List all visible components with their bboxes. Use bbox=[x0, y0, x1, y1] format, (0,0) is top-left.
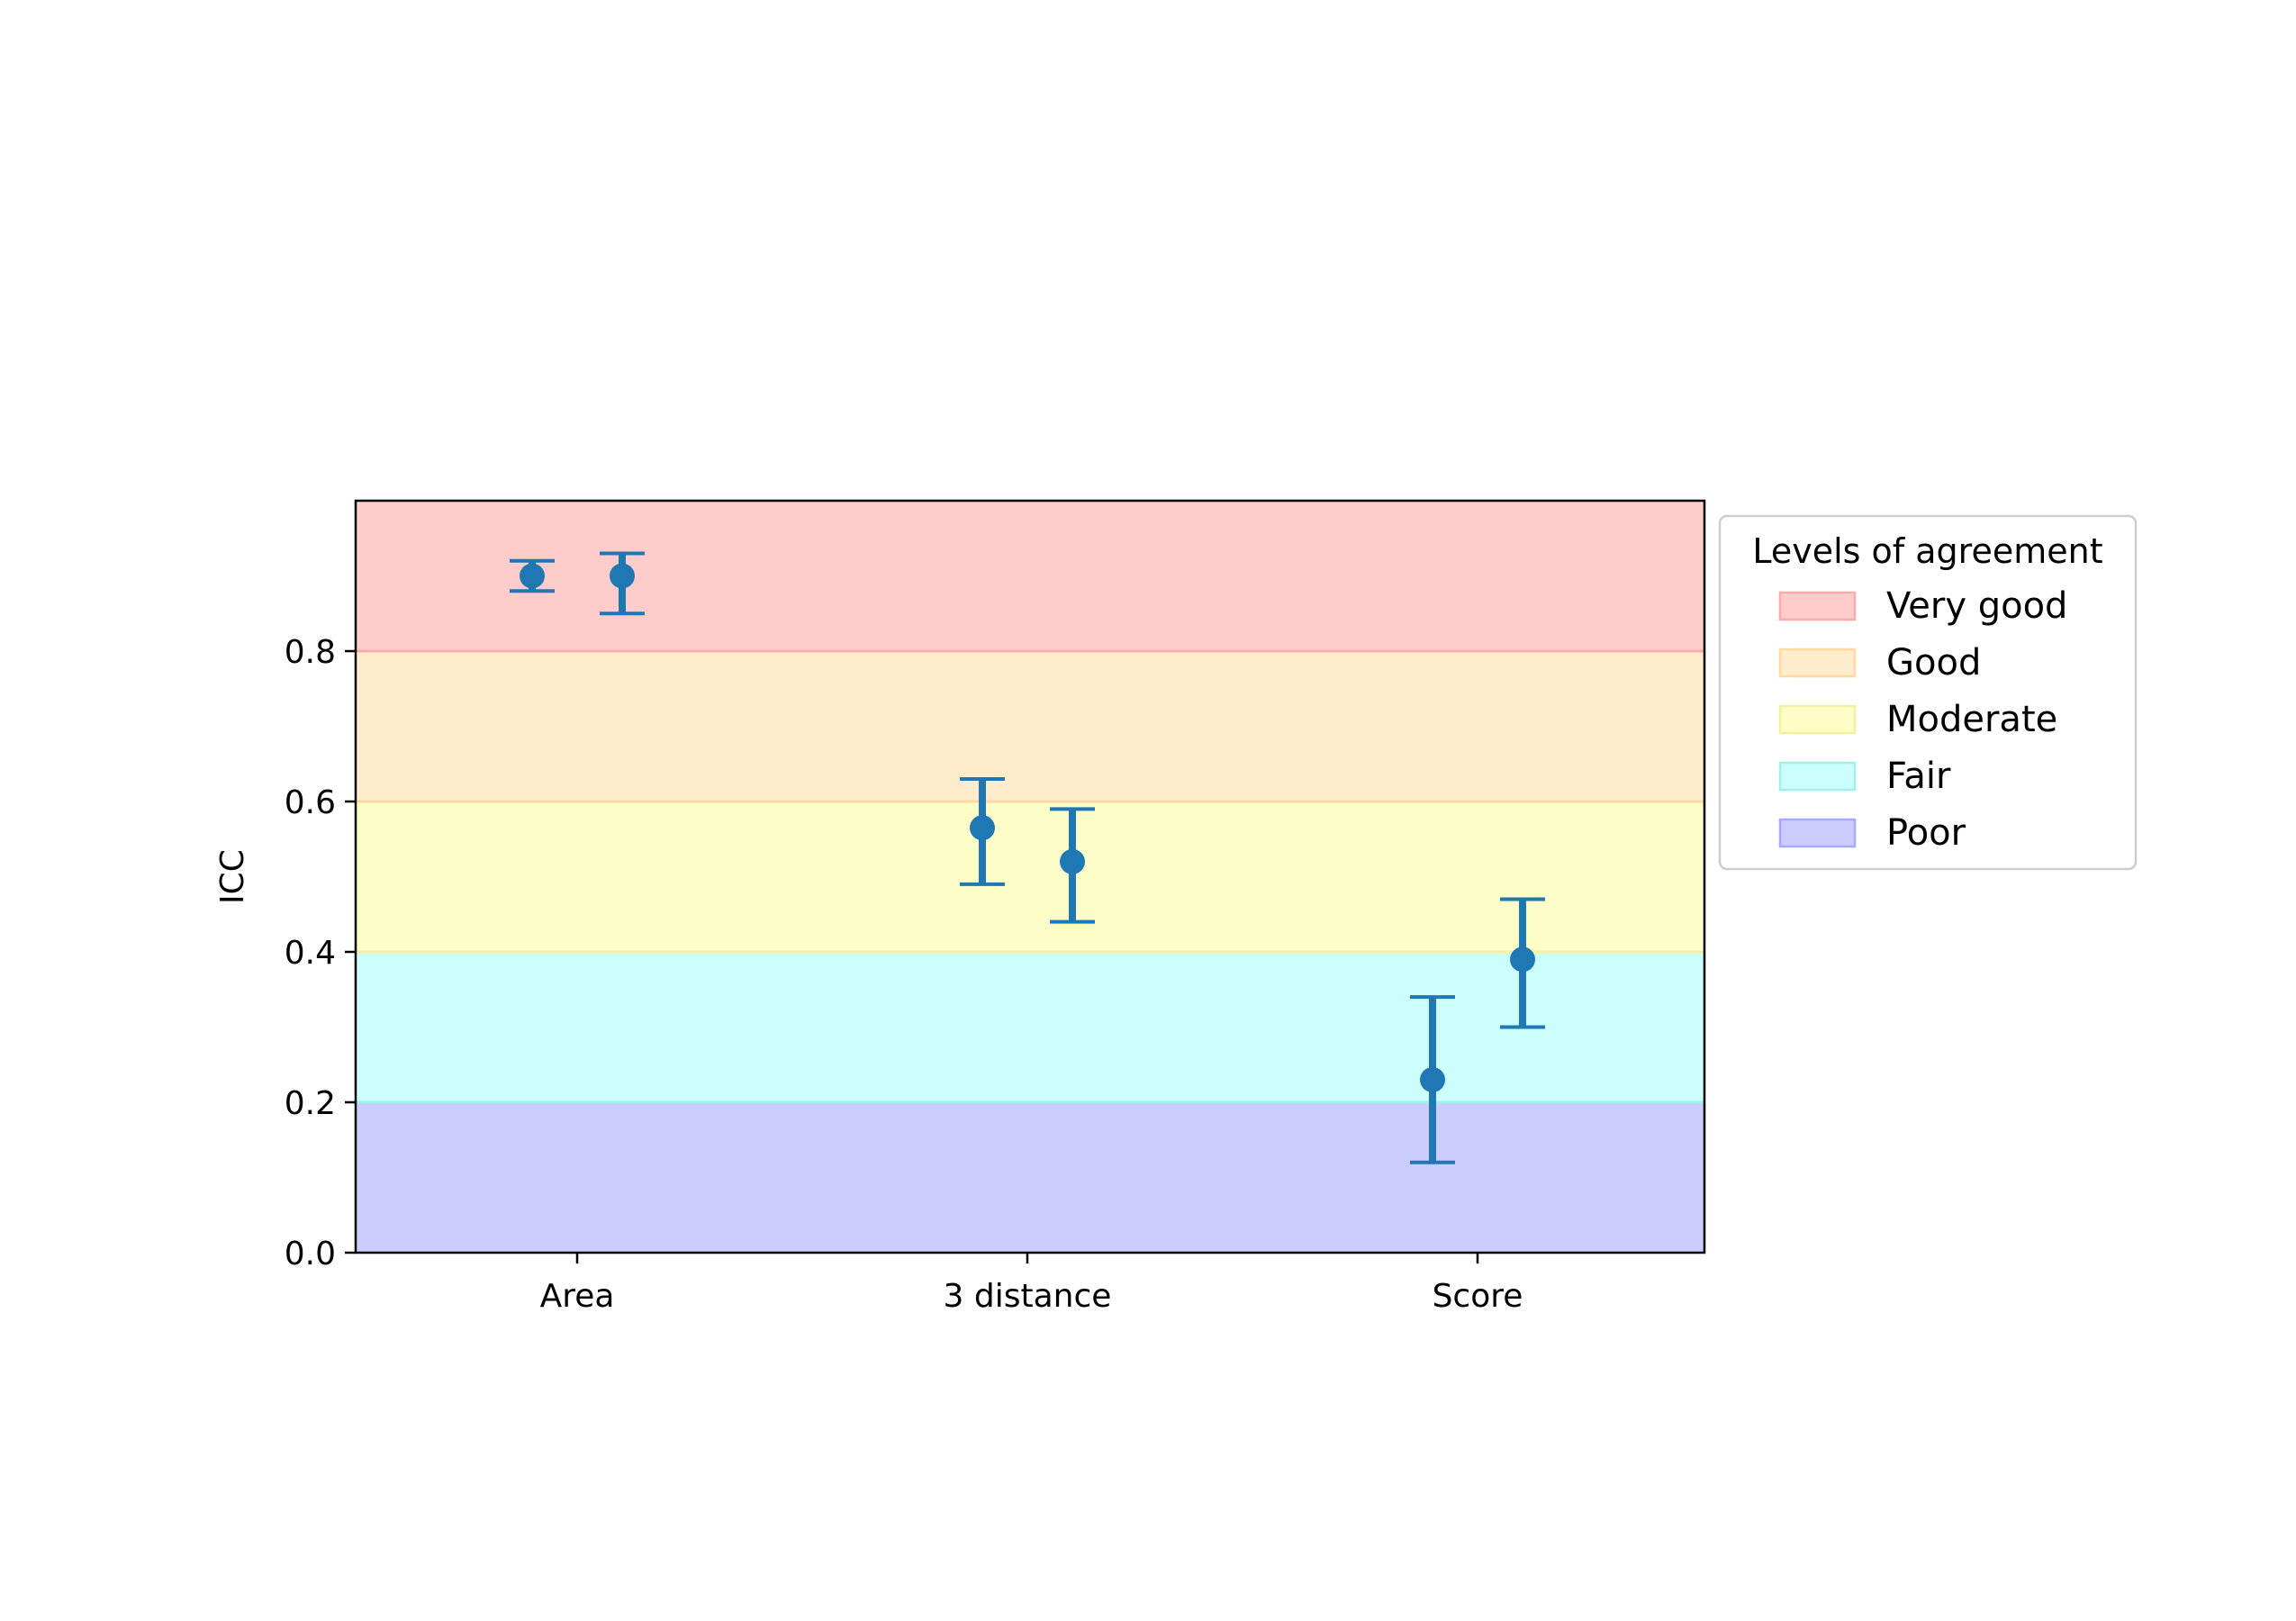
legend: Levels of agreement Very good Good Moderat… bbox=[1718, 514, 2138, 871]
y-axis: 0.0 0.2 0.4 0.6 0.8 bbox=[285, 634, 356, 1272]
y-tick-label: 0.4 bbox=[285, 935, 336, 972]
plot-frame bbox=[354, 499, 1706, 1254]
legend-swatch bbox=[1778, 647, 1857, 678]
point-marker bbox=[520, 563, 545, 589]
legend-entry: Fair bbox=[1778, 756, 1951, 797]
y-axis-label: ICC bbox=[214, 849, 251, 904]
legend-entry: Good bbox=[1778, 642, 1981, 684]
data-point bbox=[1050, 807, 1095, 924]
data-point bbox=[510, 558, 555, 593]
point-marker bbox=[1510, 946, 1535, 973]
band-boundaries bbox=[356, 649, 1704, 1104]
legend-title: Levels of agreement bbox=[1752, 531, 2102, 571]
data-point bbox=[960, 776, 1005, 886]
legend-swatch bbox=[1778, 818, 1857, 848]
point-marker bbox=[970, 815, 995, 841]
data-point bbox=[1500, 897, 1545, 1029]
x-axis: Area 3 distance Score bbox=[540, 1253, 1523, 1315]
legend-label: Fair bbox=[1886, 756, 1951, 797]
data-point bbox=[1410, 995, 1455, 1164]
point-marker bbox=[610, 563, 635, 589]
y-tick-label: 0.0 bbox=[285, 1236, 336, 1272]
x-tick-label: Area bbox=[540, 1278, 615, 1315]
band-poor bbox=[356, 1102, 1704, 1253]
data-points bbox=[510, 551, 1545, 1164]
legend-swatch bbox=[1778, 761, 1857, 792]
legend-swatch bbox=[1778, 591, 1857, 621]
legend-label: Moderate bbox=[1886, 699, 2057, 740]
x-tick-label: Score bbox=[1433, 1278, 1523, 1315]
y-tick-label: 0.8 bbox=[285, 634, 336, 671]
y-tick-label: 0.2 bbox=[285, 1085, 336, 1122]
legend-entry: Very good bbox=[1778, 585, 2067, 627]
legend-label: Very good bbox=[1886, 585, 2067, 627]
y-tick-label: 0.6 bbox=[285, 784, 336, 821]
data-point bbox=[600, 551, 645, 616]
agreement-bands bbox=[356, 501, 1704, 1253]
band-fair bbox=[356, 952, 1704, 1102]
legend-label: Poor bbox=[1886, 812, 1966, 854]
point-marker bbox=[1420, 1066, 1445, 1092]
x-tick-label: 3 distance bbox=[944, 1278, 1112, 1315]
legend-entry: Moderate bbox=[1778, 699, 2057, 740]
band-good bbox=[356, 651, 1704, 801]
legend-entry: Poor bbox=[1778, 812, 1966, 854]
band-very-good bbox=[356, 501, 1704, 651]
point-marker bbox=[1060, 848, 1085, 874]
legend-swatch bbox=[1778, 704, 1857, 735]
legend-label: Good bbox=[1886, 642, 1981, 684]
band-moderate bbox=[356, 801, 1704, 952]
